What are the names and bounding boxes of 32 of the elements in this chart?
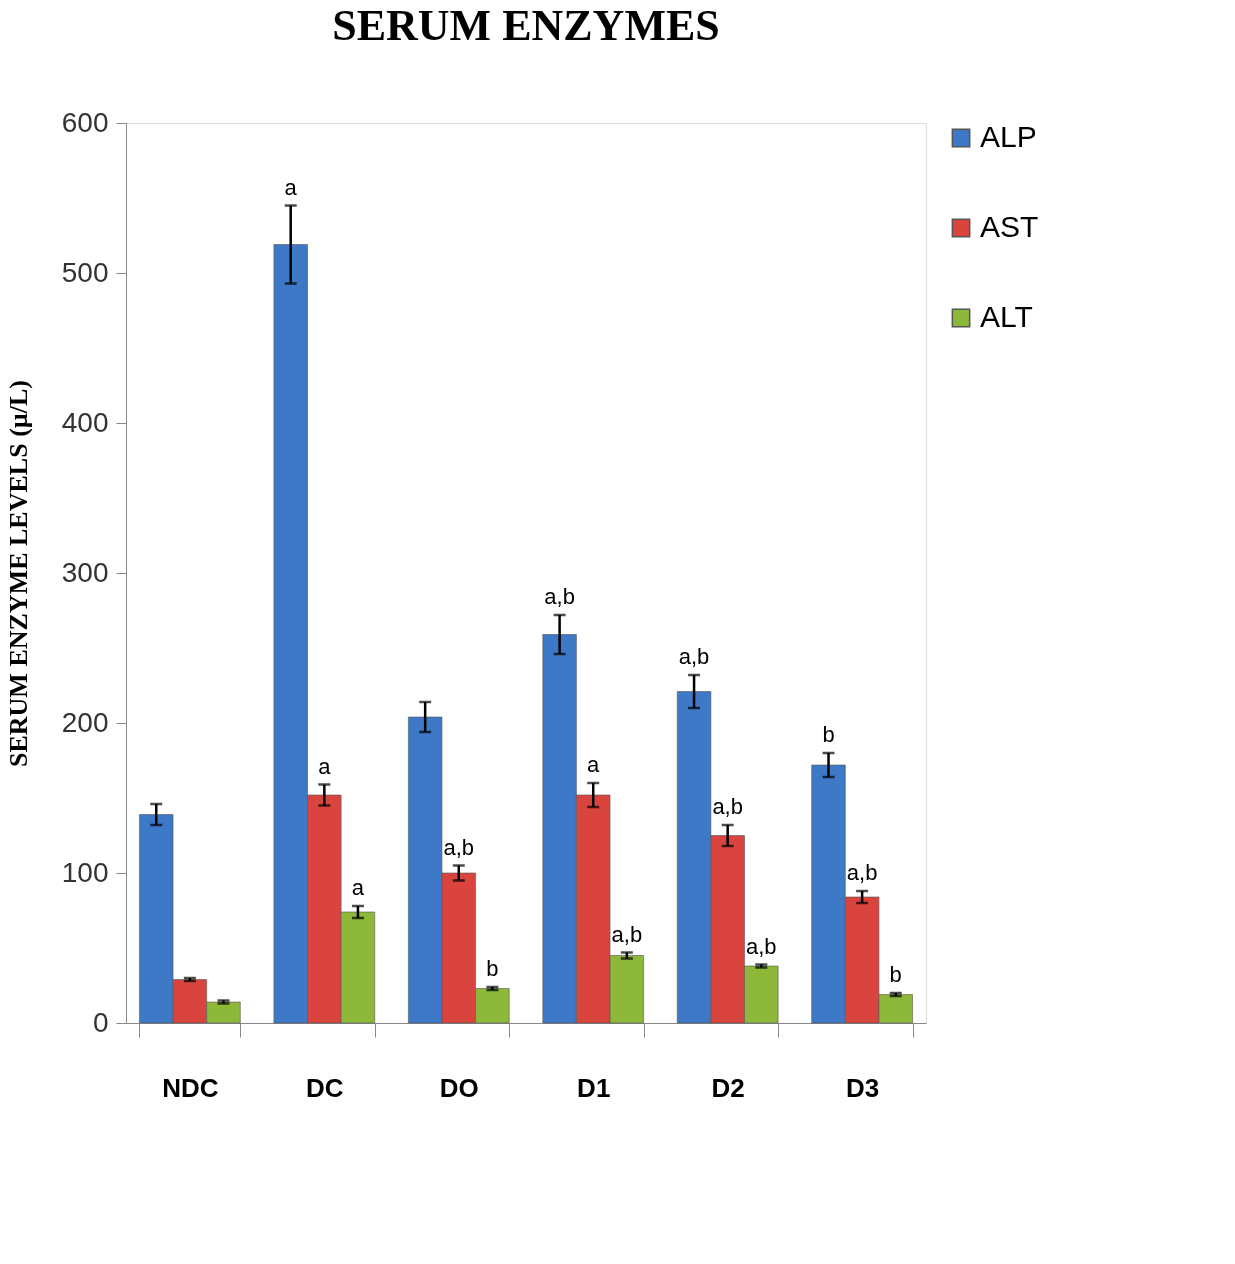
data-label: b xyxy=(486,956,499,981)
data-label: a xyxy=(318,753,332,779)
y-tick-label: 0 xyxy=(92,1006,109,1038)
y-tick-label: 200 xyxy=(61,706,109,738)
x-tick-label: NDC xyxy=(162,1072,219,1103)
x-tick-label: D1 xyxy=(577,1072,611,1103)
y-tick-label: 100 xyxy=(61,856,109,888)
data-label: a,b xyxy=(712,794,743,819)
chart-title: SERUM ENZYMES xyxy=(332,1,720,50)
x-tick-label: D2 xyxy=(711,1072,745,1103)
legend-label: ALT xyxy=(980,300,1033,333)
x-tick-label: D3 xyxy=(846,1072,880,1103)
y-axis-title: SERUM ENZYME LEVELS (µ/L) xyxy=(3,380,33,767)
y-tick-label: 400 xyxy=(61,406,109,438)
data-label: a,b xyxy=(611,921,643,947)
data-label: a xyxy=(351,875,365,900)
data-label: b xyxy=(889,962,902,987)
x-tick-label: DO xyxy=(439,1072,479,1103)
data-label: a xyxy=(284,174,298,200)
x-tick-label: DC xyxy=(306,1072,344,1103)
data-label: a,b xyxy=(746,933,777,959)
data-label: a,b xyxy=(544,584,575,609)
legend-label: AST xyxy=(980,210,1039,243)
data-label: a,b xyxy=(846,860,878,885)
data-label: b xyxy=(822,722,835,747)
y-tick-label: 600 xyxy=(61,106,109,138)
y-tick-label: 500 xyxy=(61,256,109,288)
data-label: a xyxy=(587,752,601,777)
data-label: a,b xyxy=(678,644,710,669)
y-tick-label: 300 xyxy=(61,556,109,588)
data-label: a,b xyxy=(443,834,475,860)
legend-label: ALP xyxy=(980,120,1037,153)
